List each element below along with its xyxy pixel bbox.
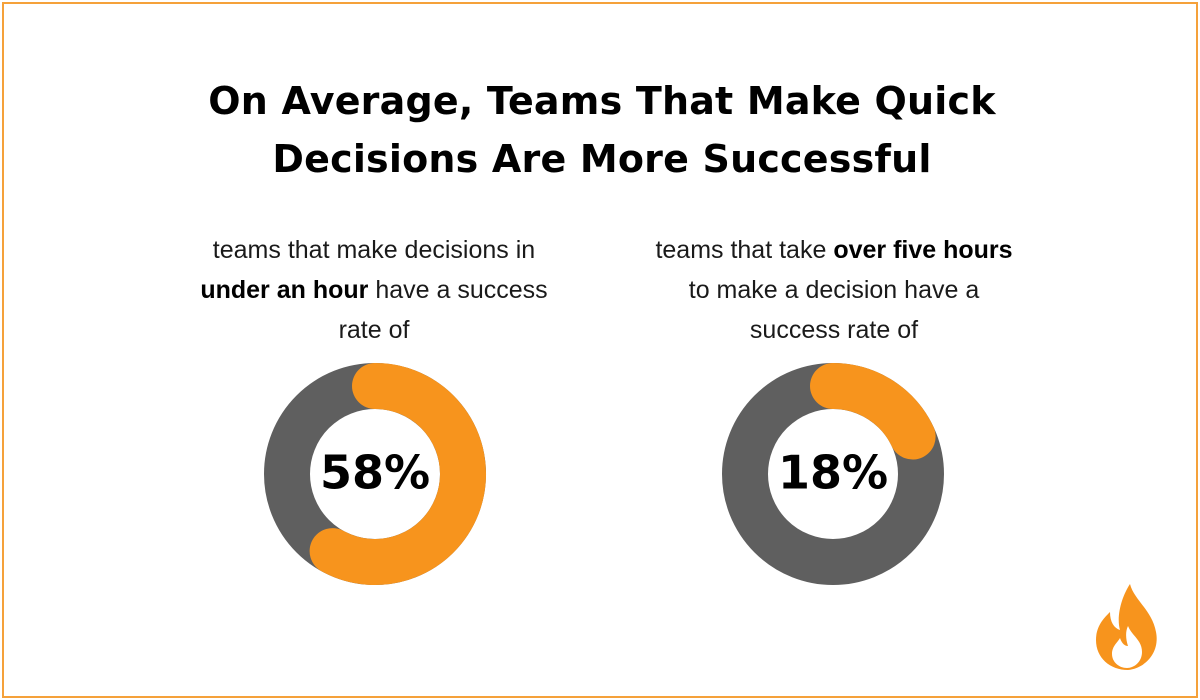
donut-chart-under-an-hour: 58% [263,362,487,586]
title-line-1: On Average, Teams That Make Quick [208,79,996,123]
donut-svg: 58% [264,363,486,585]
caption-text-start: teams that take [655,236,834,264]
donut-value-arc [309,363,486,585]
donut-chart-over-five-hours: 18% [721,362,945,586]
caption-text-end: to make a decision have a success rate o… [688,276,980,344]
donut-percent-label: 58% [320,446,430,500]
caption-text-start: teams that make decisions in [212,236,536,264]
caption-under-an-hour: teams that make decisions in under an ho… [184,230,564,350]
caption-emphasis: under an hour [200,276,369,304]
donut-value-arc [810,363,936,460]
flame-inner [1112,626,1142,668]
donut-percent-label: 18% [778,446,888,500]
flame-icon [1092,582,1162,672]
caption-emphasis: over five hours [833,236,1013,264]
donut-svg: 18% [722,363,944,585]
flame-logo-svg [1096,584,1157,670]
caption-over-five-hours: teams that take over five hours to make … [644,230,1024,350]
page-title: On Average, Teams That Make Quick Decisi… [4,72,1200,188]
title-line-2: Decisions Are More Successful [272,137,932,181]
caption-text-end: have a success rate of [338,276,548,344]
